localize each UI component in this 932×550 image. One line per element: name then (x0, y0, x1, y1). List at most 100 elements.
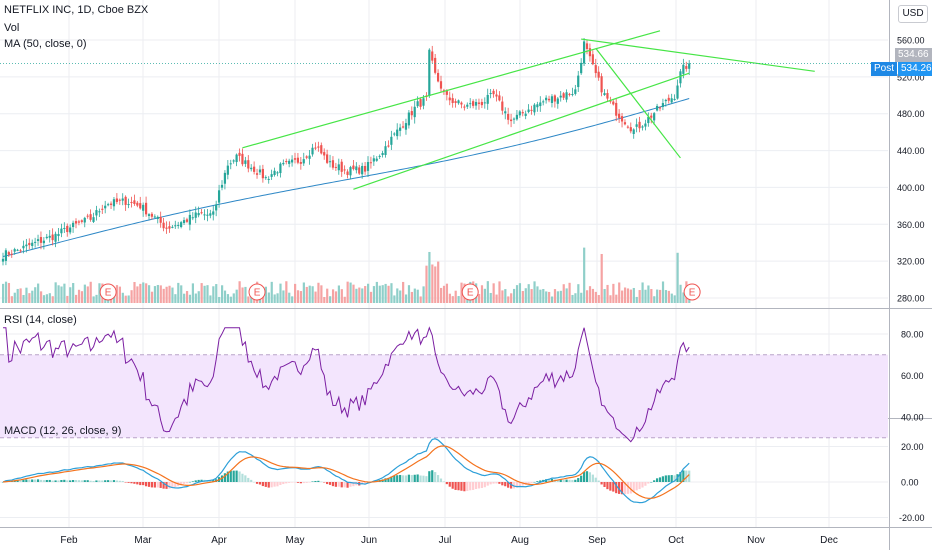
volume-bar (159, 285, 162, 303)
candle-body (343, 169, 346, 171)
macd-histogram-bar (571, 480, 574, 482)
candle-body (80, 220, 83, 222)
macd-histogram-bar (54, 480, 57, 482)
candle-body (39, 237, 43, 243)
macd-histogram-bar (340, 482, 343, 488)
macd-histogram-bar (399, 474, 402, 482)
macd-histogram-bar (641, 482, 644, 488)
volume-bar (89, 281, 92, 303)
candle-body (270, 174, 273, 177)
volume-bar (556, 291, 559, 303)
candle-body (142, 204, 145, 211)
macd-histogram-bar (539, 480, 542, 482)
volume-bar (539, 289, 542, 303)
trendline (353, 72, 690, 190)
macd-histogram-bar (477, 482, 481, 489)
macd-histogram-bar (305, 482, 308, 483)
volume-bar (305, 286, 308, 303)
candle-body (416, 101, 419, 107)
macd-histogram-bar (425, 476, 428, 482)
candle-body (349, 167, 352, 176)
volume-bar (533, 281, 536, 303)
volume-bar (337, 285, 340, 303)
macd-histogram-bar (31, 479, 34, 482)
candle-body (229, 163, 232, 165)
rsi-tick-label: 80.00 (901, 330, 924, 340)
macd-histogram-bar (501, 482, 504, 486)
candle-body (401, 126, 405, 128)
volume-bar (568, 282, 571, 303)
candle-body (635, 124, 638, 127)
candle-body (448, 97, 451, 101)
macd-histogram-bar (142, 482, 145, 486)
volume-bar (434, 266, 437, 303)
trendline (242, 30, 661, 149)
candle-body (495, 94, 498, 97)
volume-bar (524, 288, 527, 303)
macd-histogram-bar (107, 480, 110, 482)
volume-bar (317, 282, 320, 303)
volume-bar (527, 284, 530, 303)
candle-body (664, 99, 667, 102)
candle-body (279, 163, 282, 174)
candle-body (144, 202, 148, 215)
volume-bar (375, 281, 378, 303)
candle-body (615, 102, 618, 116)
volume-bar (261, 293, 265, 303)
macd-histogram-bar (664, 475, 667, 482)
macd-histogram-bar (670, 475, 673, 482)
volume-bar (95, 294, 98, 303)
candle-body (200, 212, 203, 214)
macd-histogram-bar (349, 482, 352, 487)
macd-histogram-bar (185, 482, 189, 484)
macd-histogram-bar (282, 482, 285, 485)
macd-histogram-bar (104, 480, 107, 482)
macd-histogram-bar (270, 482, 273, 488)
macd-histogram-bar (86, 480, 89, 482)
macd-histogram (1, 470, 691, 495)
macd-histogram-bar (673, 475, 676, 482)
macd-histogram-bar (419, 475, 422, 482)
candle-body (215, 204, 218, 211)
legend-title: NETFLIX INC, 1D, Cboe BZX (4, 4, 149, 16)
volume-bar (177, 282, 180, 303)
candle-body (34, 241, 37, 243)
macd-histogram-bar (191, 481, 194, 482)
volume-bar (60, 286, 63, 303)
volume-bar (381, 285, 384, 303)
macd-histogram-bar (393, 475, 396, 482)
candle-body (542, 101, 545, 103)
macd-histogram-bar (36, 479, 40, 482)
volume-bar (267, 292, 270, 303)
macd-histogram-bar (463, 482, 466, 492)
candle-body (480, 101, 483, 106)
volume-bar (288, 292, 291, 303)
candle-body (442, 90, 446, 92)
candle-body (258, 169, 262, 173)
macd-histogram-bar (69, 480, 72, 482)
candle-body (346, 171, 349, 175)
candle-body (477, 102, 481, 104)
volume-bar (507, 296, 510, 303)
macd-histogram-bar (445, 482, 448, 485)
candle-body (74, 221, 78, 224)
volume-bar (591, 288, 595, 303)
candle-body (682, 64, 685, 74)
macd-histogram-bar (413, 474, 416, 482)
volume-bar (142, 282, 145, 303)
volume-bar (314, 291, 317, 303)
candle-body (591, 54, 594, 65)
earnings-marker-circle (683, 283, 701, 301)
macd-histogram-bar (121, 480, 124, 482)
volume-bar (92, 296, 95, 303)
candle-body (83, 217, 86, 223)
candle-body (147, 214, 151, 217)
currency-button[interactable]: USD (898, 5, 928, 23)
candle-body (512, 118, 516, 120)
candle-body (136, 202, 139, 206)
macd-histogram-bar (223, 473, 227, 482)
volume-bar (404, 294, 408, 303)
candle-body (48, 235, 51, 238)
macd-histogram-bar (556, 479, 559, 482)
